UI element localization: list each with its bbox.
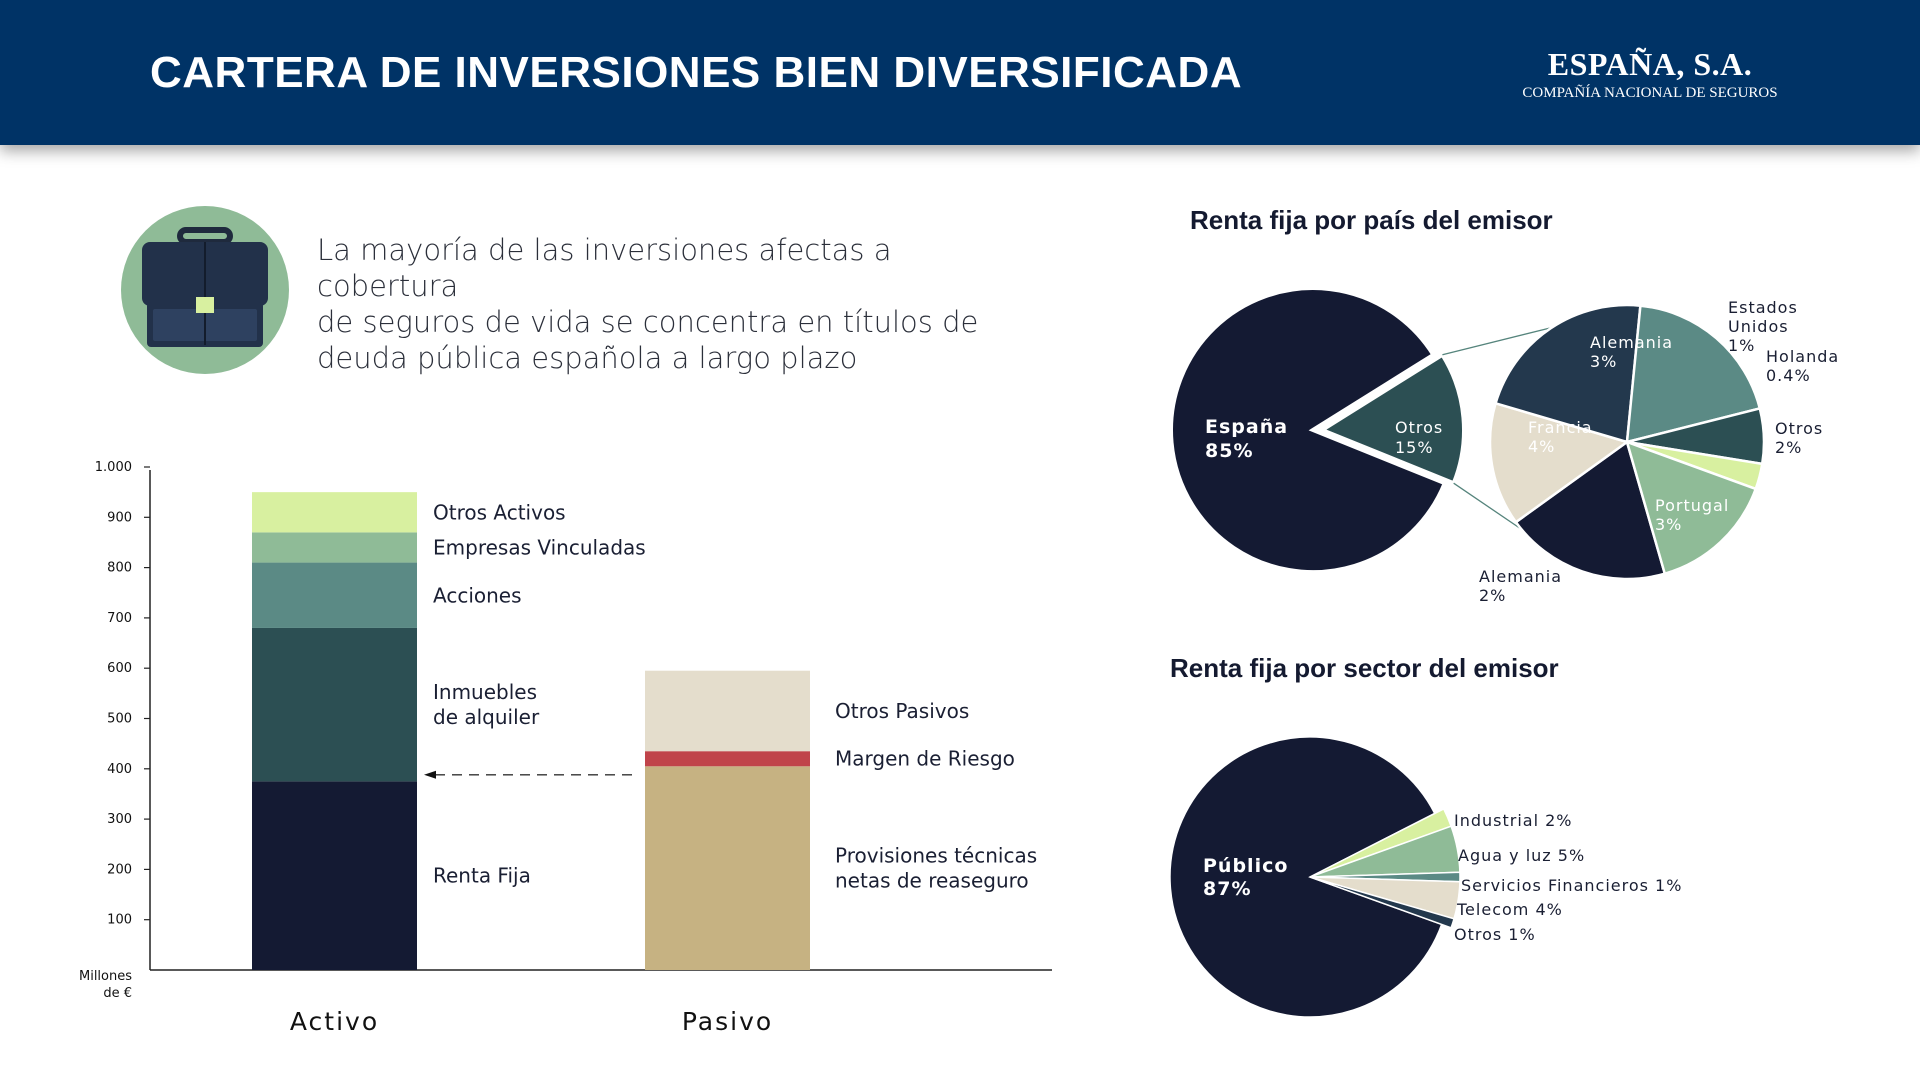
y-tick-label: 100 xyxy=(107,913,132,928)
breakdown-label: Portugal xyxy=(1655,496,1729,515)
pie-slice xyxy=(1309,876,1455,929)
connector-line xyxy=(1453,482,1525,532)
bar-segment xyxy=(252,627,417,782)
breakdown-label: 2% xyxy=(1479,586,1506,605)
chart-title-country: Renta fija por país del emisor xyxy=(1190,205,1553,235)
y-axis-title: de € xyxy=(103,986,132,1001)
intro-line: La mayoría de las inversiones afectas a … xyxy=(317,233,892,303)
bar-segment xyxy=(645,751,810,767)
breakdown-label: Estados xyxy=(1728,298,1798,317)
y-tick-label: 200 xyxy=(107,862,132,877)
segment-label: Otros Activos xyxy=(433,500,566,524)
slice-label: Servicios Financieros 1% xyxy=(1461,876,1682,895)
pie-slice-otros xyxy=(1317,352,1466,486)
y-tick-label: 400 xyxy=(107,762,132,777)
stacked-bar-chart: 1.000 900 800 700 600 500 400 300 200 100 Millones… xyxy=(79,460,1052,1036)
page-title: CARTERA DE INVERSIONES BIEN DIVERSIFICAD… xyxy=(150,48,1243,97)
x-category-label: Activo xyxy=(290,1007,379,1036)
briefcase-icon xyxy=(121,206,289,374)
y-tick-label: 500 xyxy=(107,712,132,727)
slice-label: Telecom 4% xyxy=(1456,900,1563,919)
breakdown-slice xyxy=(1625,439,1758,576)
y-axis-title: Millones xyxy=(79,969,132,984)
intro-text: La mayoría de las inversiones afectas a … xyxy=(317,232,1037,376)
segment-label: Margen de Riesgo xyxy=(835,747,1015,771)
y-tick-label: 1.000 xyxy=(95,460,132,475)
brand-name: ESPAÑA, S.A. xyxy=(1547,46,1753,82)
segment-label: Inmuebles xyxy=(433,680,537,704)
brand-subtitle: COMPAÑÍA NACIONAL DE SEGUROS xyxy=(1522,85,1778,101)
segment-label: Otros Pasivos xyxy=(835,699,969,723)
segment-label: Renta Fija xyxy=(433,864,531,888)
y-tick-label: 900 xyxy=(107,510,132,525)
slice-label: 87% xyxy=(1203,878,1251,900)
breakdown-label: 0.4% xyxy=(1766,366,1811,385)
breakdown-slice xyxy=(1514,439,1667,581)
connector-line xyxy=(1442,327,1551,356)
breakdown-label: 3% xyxy=(1590,352,1617,371)
slice-label: Agua y luz 5% xyxy=(1458,846,1585,865)
segment-label: Provisiones técnicas xyxy=(835,844,1037,868)
segment-label: Empresas Vinculadas xyxy=(433,535,646,559)
bar-segment xyxy=(252,562,417,628)
y-tick-label: 600 xyxy=(107,661,132,676)
y-tick-label: 300 xyxy=(107,812,132,827)
breakdown-label: 4% xyxy=(1528,437,1555,456)
breakdown-label: Alemania xyxy=(1479,567,1562,586)
breakdown-label: Holanda xyxy=(1766,347,1839,366)
x-category-label: Pasivo xyxy=(682,1007,773,1036)
pie-slice-publico xyxy=(1169,736,1443,1018)
intro-line: deuda pública española a largo plazo xyxy=(317,341,858,375)
bar-segment xyxy=(645,766,810,970)
bar-segment xyxy=(252,492,417,533)
segment-label: Acciones xyxy=(433,583,522,607)
y-tick-label: 800 xyxy=(107,561,132,576)
breakdown-label: 3% xyxy=(1655,515,1682,534)
bar-segment xyxy=(645,670,810,752)
segment-label: de alquiler xyxy=(433,705,540,729)
chart-title-sector: Renta fija por sector del emisor xyxy=(1170,653,1559,683)
slice-label: Otros xyxy=(1395,418,1443,437)
breakdown-slice xyxy=(1494,303,1642,444)
slice-label: Industrial 2% xyxy=(1454,811,1573,830)
arrow-head xyxy=(424,770,436,779)
bar-segment xyxy=(252,781,417,970)
segment-label: netas de reaseguro xyxy=(835,869,1029,893)
breakdown-label: Otros xyxy=(1775,419,1823,438)
breakdown-slice xyxy=(1625,304,1762,444)
slice-label: Otros 1% xyxy=(1454,925,1536,944)
pie-chart-country: España85%Otros15%Portugal3%Alemania2%Fra… xyxy=(1169,286,1839,605)
intro-line: de seguros de vida se concentra en títul… xyxy=(317,305,979,339)
slice-label: 15% xyxy=(1395,438,1434,457)
breakdown-label: 2% xyxy=(1775,438,1802,457)
breakdown-label: Francia xyxy=(1528,418,1593,437)
header-bar: CARTERA DE INVERSIONES BIEN DIVERSIFICAD… xyxy=(0,0,1920,145)
slice-label: España xyxy=(1205,416,1288,438)
breakdown-label: 1% xyxy=(1728,336,1755,355)
breakdown-label: Unidos xyxy=(1728,317,1789,336)
breakdown-label: Alemania xyxy=(1590,333,1673,352)
slice-label: Público xyxy=(1203,855,1288,877)
slice-label: 85% xyxy=(1205,440,1253,462)
y-tick-label: 700 xyxy=(107,611,132,626)
bar-segment xyxy=(252,532,417,563)
pie-slice-espana xyxy=(1169,286,1448,575)
brand-logo: ESPAÑA, S.A. COMPAÑÍA NACIONAL DE SEGURO… xyxy=(1500,46,1800,102)
